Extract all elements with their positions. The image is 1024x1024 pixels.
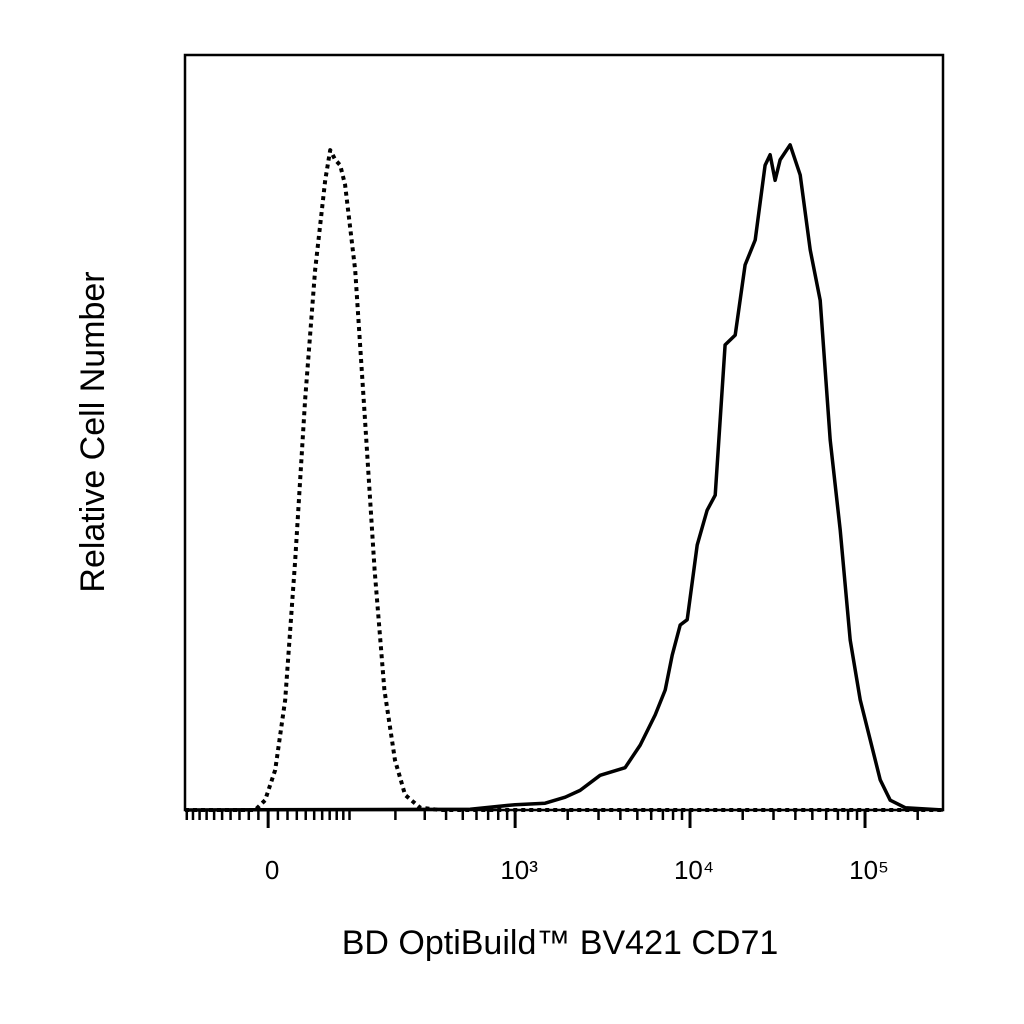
x-tick-label: 10⁴ — [674, 855, 714, 885]
histogram-line — [184, 143, 944, 812]
x-axis-label: BD OptiBuild™ BV421 CD71 — [342, 924, 779, 962]
x-tick-label: 0 — [265, 855, 279, 885]
histogram-line — [185, 148, 943, 812]
y-axis-label: Relative Cell Number — [74, 271, 112, 592]
x-tick-label: 10⁵ — [849, 855, 889, 885]
x-tick-label: 10³ — [500, 855, 538, 885]
